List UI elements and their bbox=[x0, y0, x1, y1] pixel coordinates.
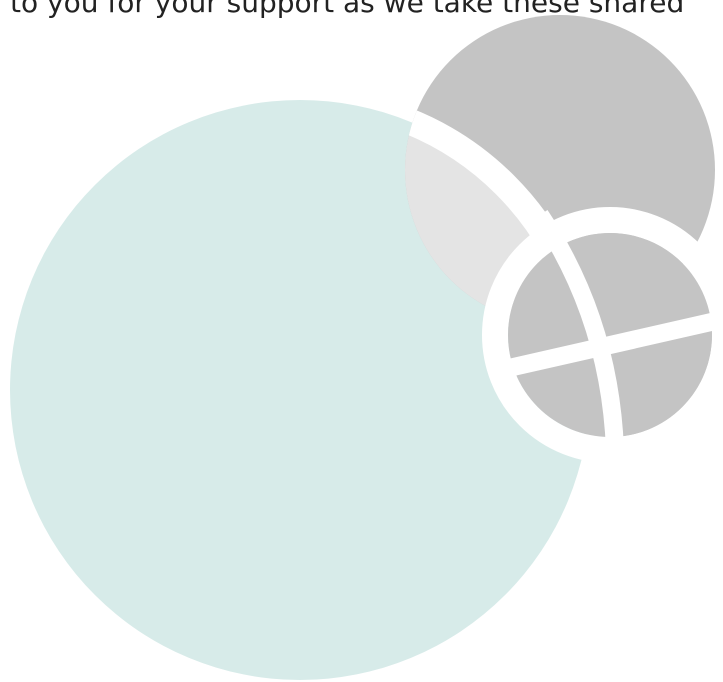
overlap bbox=[405, 100, 590, 325]
ring-fill bbox=[508, 233, 712, 437]
cross bbox=[498, 311, 722, 379]
body-text: to you for your support as we take these… bbox=[10, 0, 685, 19]
cross bbox=[532, 210, 624, 451]
